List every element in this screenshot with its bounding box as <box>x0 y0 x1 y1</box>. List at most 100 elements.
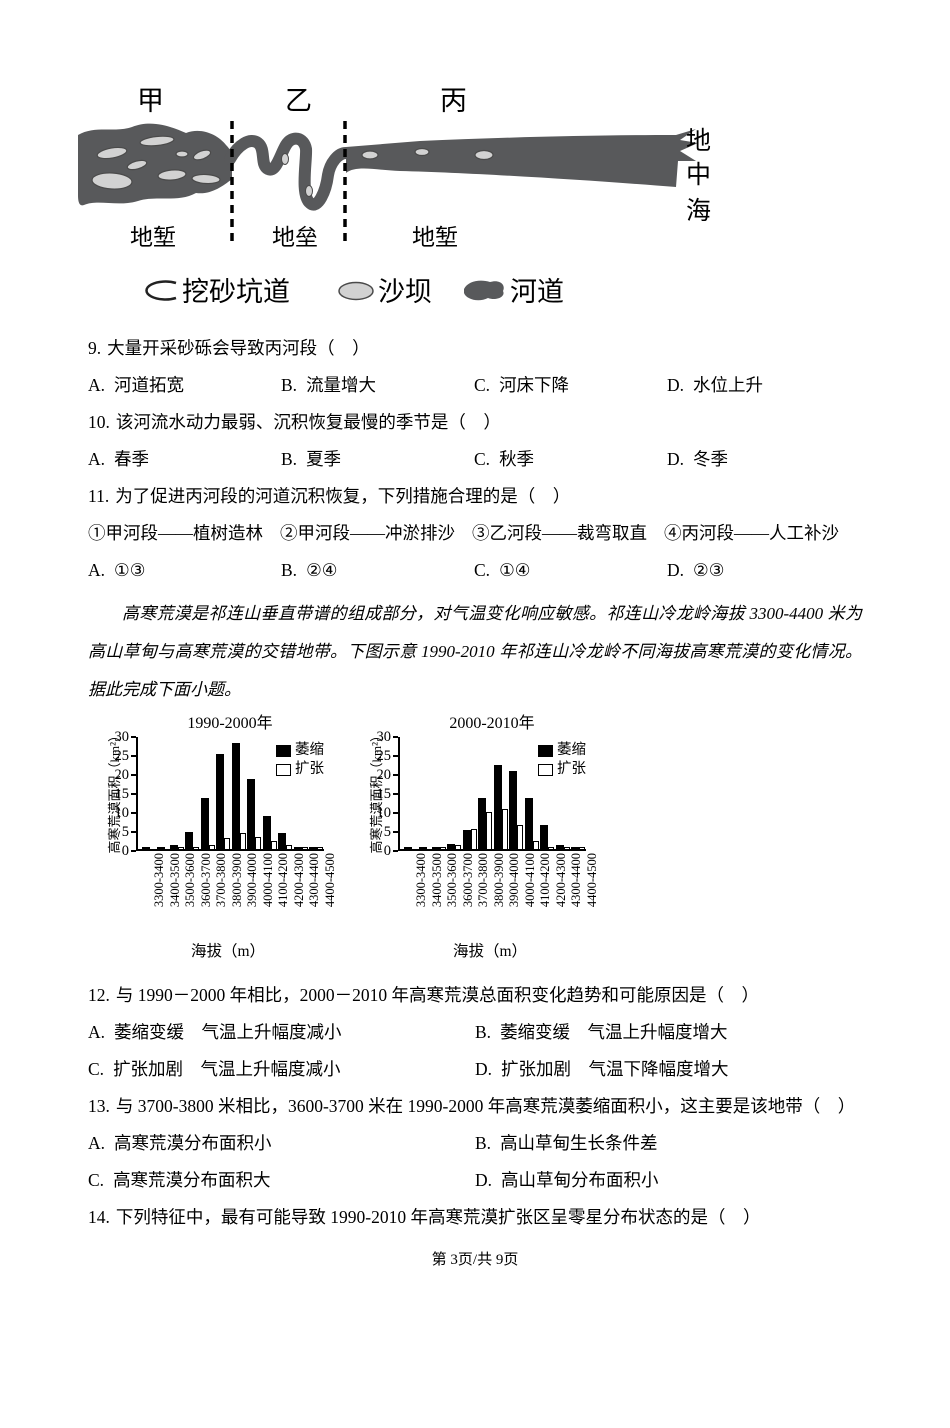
option-d: D. 冬季 <box>667 449 729 469</box>
y-ticks: 0 5 10 15 20 25 30 <box>108 729 136 859</box>
y-tick: 25 <box>115 747 136 765</box>
legend-entry: 萎缩 <box>538 741 586 760</box>
bar-group <box>509 771 525 849</box>
shrink-bar <box>419 847 428 849</box>
zone-label-horst: 地垒 <box>272 225 318 250</box>
y-tick: 20 <box>377 766 398 784</box>
shrink-bar <box>524 798 533 849</box>
question-13: 13. 与 3700-3800 米相比，3600-3700 米在 1990-200… <box>88 1088 862 1125</box>
expand-bar <box>439 847 446 849</box>
legend-label-sandbar: 沙坝 <box>378 277 432 307</box>
x-tick-label: 3900-4000 <box>245 853 259 908</box>
bar-group <box>138 847 154 849</box>
svg-text:地: 地 <box>686 127 711 155</box>
section-label-yi: 乙 <box>285 86 312 116</box>
expand-bar <box>270 841 277 849</box>
option-a: A. 河道拓宽 <box>88 375 185 395</box>
expand-bar <box>301 847 308 849</box>
bar-group <box>231 743 247 849</box>
shrink-bar <box>571 847 580 849</box>
exam-page: 甲 乙 丙 <box>0 83 950 1269</box>
question-number: 13. <box>88 1096 110 1116</box>
y-tick: 15 <box>115 785 136 803</box>
questions-9-11: 9. 大量开采砂砾会导致丙河段（ ） A. 河道拓宽 B. 流量增大 C. 河床下降 D… <box>88 330 862 589</box>
x-labels: 3300-3400 3400-3500 3500-3600 3600-3700 3700… <box>138 851 337 941</box>
legend-entry: 萎缩 <box>276 741 324 760</box>
option-c: C. 河床下降 <box>474 375 570 395</box>
sandbar-icon <box>338 281 374 301</box>
shrink-bar <box>462 830 471 849</box>
x-tick-label: 3900-4000 <box>507 853 521 908</box>
x-labels: 3300-3400 3400-3500 3500-3600 3600-3700 3700… <box>400 851 599 941</box>
chart-legend: 萎缩 扩张 <box>276 741 324 779</box>
bar-group <box>540 825 556 849</box>
chart-2000-2010: 2000-2010年 高寒荒漠面积（km²） 0 5 10 15 20 25 30 萎缩 扩张… <box>350 711 599 965</box>
bar-group <box>524 798 540 849</box>
legend-label-tunnel: 挖砂坑道 <box>182 277 290 307</box>
sandbars-meander <box>281 153 313 197</box>
option-d: D. 水位上升 <box>667 375 764 395</box>
bar-group <box>216 754 232 849</box>
x-tick-label: 3700-3800 <box>476 853 490 908</box>
svg-text:海: 海 <box>686 197 711 225</box>
expand-bar <box>470 829 477 849</box>
x-tick-label: 3800-3900 <box>229 853 244 908</box>
expand-legend-swatch <box>276 763 291 776</box>
shrink-bar <box>185 832 194 849</box>
x-tick-label: 3800-3900 <box>491 853 506 908</box>
chart-title: 2000-2010年 <box>449 715 535 732</box>
bar-group <box>416 847 432 849</box>
question-10: 10. 该河流水动力最弱、沉积恢复最慢的季节是（ ） <box>88 404 862 441</box>
question-text: 该河流水动力最弱、沉积恢复最慢的季节是（ ） <box>115 412 501 432</box>
shrink-bar <box>403 847 412 849</box>
option-c: C. 扩张加剧 气温上升幅度减小 <box>88 1059 341 1079</box>
question-number: 14. <box>88 1207 110 1227</box>
bar-group <box>478 798 494 849</box>
reading-passage: 高寒荒漠是祁连山垂直带谱的组成部分，对气温变化响应敏感。祁连山冷龙岭海拔 330… <box>88 604 862 699</box>
x-tick-label: 4300-4400 <box>307 853 321 908</box>
y-tick: 30 <box>377 728 398 746</box>
question-14: 14. 下列特征中，最有可能导致 1990-2010 年高寒荒漠扩张区呈零星分布状… <box>88 1199 862 1236</box>
questions-12-14: 12. 与 1990－2000 年相比，2000－2010 年高寒荒漠总面积变化趋… <box>88 977 862 1236</box>
bar-group <box>400 847 416 849</box>
shrink-bar <box>447 844 456 849</box>
subitem-2: ②甲河段——冲淤排沙 <box>280 523 455 543</box>
option-b: B. 高山草甸生长条件差 <box>475 1133 658 1153</box>
question-12-options: A. 萎缩变缓 气温上升幅度减小 B. 萎缩变缓 气温上升幅度增大 C. 扩张加剧 气… <box>88 1014 862 1088</box>
section-label-bing: 丙 <box>440 86 467 116</box>
x-tick-label: 4300-4400 <box>569 853 583 908</box>
expand-bar <box>177 847 184 849</box>
x-tick-label: 3700-3800 <box>214 853 228 908</box>
legend-label-channel: 河道 <box>510 277 564 307</box>
bar-group <box>293 847 309 849</box>
x-tick-label: 3500-3600 <box>183 853 197 908</box>
zone-label-graben-left: 地堑 <box>130 225 176 250</box>
option-d: D. 高山草甸分布面积小 <box>475 1170 659 1190</box>
shrink-bar <box>478 798 487 849</box>
bar-group <box>247 779 263 849</box>
svg-text:中: 中 <box>686 161 711 189</box>
expand-bar <box>579 847 586 849</box>
shrink-bar <box>169 845 178 849</box>
sandbars-left <box>91 135 221 190</box>
x-tick-label: 4200-4300 <box>291 853 306 908</box>
subitem-3: ③乙河段——裁弯取直 <box>472 523 647 543</box>
plot-area <box>136 737 324 851</box>
chart-title: 1990-2000年 <box>187 715 273 732</box>
river-channel-icon <box>464 280 504 301</box>
question-text: 大量开采砂砾会导致丙河段（ ） <box>107 338 370 358</box>
expand-bar <box>239 833 246 849</box>
shrink-bar <box>309 847 318 849</box>
shrink-bar <box>231 743 240 849</box>
subitem-1: ①甲河段——植树造林 <box>88 523 263 543</box>
question-11-options: A. ①③ B. ②④ C. ①④ D. ②③ <box>88 552 862 589</box>
bar-group <box>262 816 278 849</box>
bar-group <box>200 798 216 849</box>
option-a: A. ①③ <box>88 560 146 580</box>
river-diagram-svg: 甲 乙 丙 <box>78 86 711 307</box>
y-tick: 0 <box>384 842 398 860</box>
shrink-bar <box>293 847 302 849</box>
y-tick: 10 <box>115 804 136 822</box>
shrink-bar <box>141 847 150 849</box>
mediterranean-sea-label: 地 中 海 <box>686 127 711 225</box>
